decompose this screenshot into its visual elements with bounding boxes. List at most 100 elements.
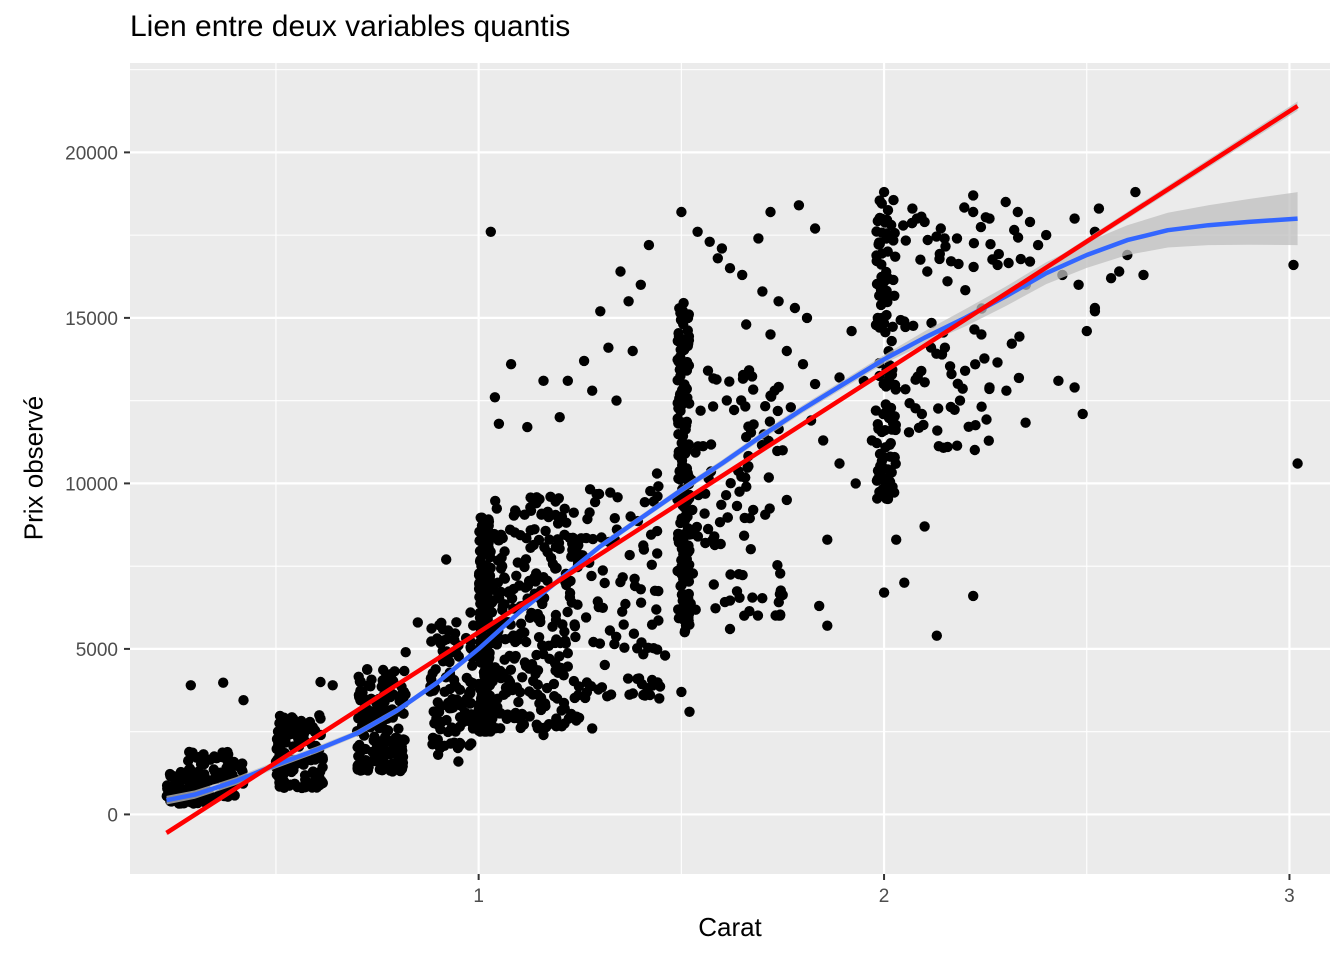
data-point bbox=[872, 419, 883, 430]
data-point bbox=[532, 679, 543, 690]
data-point bbox=[722, 512, 733, 523]
x-tick-label: 3 bbox=[1284, 886, 1295, 907]
data-point bbox=[568, 507, 579, 518]
data-point bbox=[555, 637, 566, 649]
data-point bbox=[882, 473, 893, 484]
data-point bbox=[770, 610, 781, 621]
data-point bbox=[569, 692, 580, 704]
data-point bbox=[542, 575, 553, 586]
data-point bbox=[397, 761, 408, 772]
data-point bbox=[306, 782, 318, 793]
data-point bbox=[513, 696, 524, 708]
data-point bbox=[386, 668, 397, 680]
data-point bbox=[552, 518, 564, 529]
data-point bbox=[949, 404, 960, 415]
data-point bbox=[521, 533, 532, 544]
data-point bbox=[183, 755, 194, 766]
data-point bbox=[692, 226, 703, 237]
data-point bbox=[529, 524, 540, 535]
data-point bbox=[531, 649, 542, 661]
data-point bbox=[307, 767, 319, 779]
data-point bbox=[382, 725, 393, 736]
data-point bbox=[716, 243, 728, 254]
data-point bbox=[1014, 331, 1025, 342]
data-point bbox=[645, 529, 657, 540]
data-point bbox=[672, 397, 683, 409]
data-point bbox=[764, 416, 776, 427]
data-point bbox=[644, 689, 656, 701]
data-point bbox=[919, 377, 930, 388]
data-point bbox=[716, 499, 727, 510]
data-point bbox=[1012, 206, 1023, 218]
data-point bbox=[552, 534, 563, 545]
data-point bbox=[769, 385, 780, 396]
x-tick-label: 1 bbox=[473, 886, 484, 907]
data-point bbox=[1069, 213, 1080, 224]
data-point bbox=[873, 239, 884, 250]
data-point bbox=[748, 504, 759, 516]
data-point bbox=[503, 586, 515, 597]
data-point bbox=[834, 372, 845, 383]
data-point bbox=[435, 701, 447, 712]
data-point bbox=[505, 359, 517, 370]
data-point bbox=[652, 677, 663, 688]
data-point bbox=[738, 530, 750, 541]
data-point bbox=[531, 568, 542, 579]
data-point bbox=[885, 451, 896, 462]
data-point bbox=[757, 593, 768, 604]
data-point bbox=[752, 610, 764, 621]
data-point bbox=[1114, 266, 1125, 277]
data-point bbox=[1001, 385, 1012, 396]
data-point bbox=[604, 625, 616, 636]
data-point bbox=[481, 540, 492, 552]
data-point bbox=[876, 198, 887, 209]
data-point bbox=[566, 597, 577, 608]
data-point bbox=[809, 378, 821, 390]
y-axis-label: Prix observé bbox=[18, 395, 49, 541]
data-point bbox=[931, 630, 942, 641]
data-point bbox=[363, 680, 374, 691]
data-point bbox=[475, 615, 486, 626]
data-point bbox=[360, 755, 371, 766]
data-point bbox=[846, 325, 857, 337]
data-point bbox=[1053, 375, 1064, 386]
data-point bbox=[757, 286, 768, 297]
data-point bbox=[890, 424, 901, 436]
data-point bbox=[635, 584, 646, 595]
data-point bbox=[237, 758, 248, 769]
data-point bbox=[922, 266, 933, 277]
data-point bbox=[465, 686, 476, 697]
y-tick-label: 0 bbox=[107, 805, 118, 826]
data-point bbox=[674, 364, 685, 375]
data-point bbox=[678, 297, 689, 309]
data-point bbox=[355, 685, 366, 696]
data-point bbox=[552, 667, 564, 678]
data-point bbox=[720, 490, 732, 501]
data-point bbox=[872, 493, 883, 504]
data-point bbox=[890, 251, 901, 262]
data-point bbox=[898, 220, 909, 231]
data-point bbox=[968, 261, 979, 273]
data-point bbox=[491, 503, 502, 514]
data-point bbox=[1006, 338, 1017, 349]
data-point bbox=[765, 206, 776, 218]
data-point bbox=[549, 691, 560, 702]
data-point bbox=[850, 478, 861, 489]
data-point bbox=[509, 653, 520, 664]
data-point bbox=[615, 266, 626, 277]
data-point bbox=[673, 446, 684, 457]
data-point bbox=[645, 485, 656, 497]
data-point bbox=[425, 673, 437, 684]
data-point bbox=[959, 365, 971, 376]
data-point bbox=[495, 531, 507, 543]
data-point bbox=[217, 747, 228, 758]
data-point bbox=[541, 682, 553, 694]
data-point bbox=[565, 575, 576, 587]
data-point bbox=[286, 766, 297, 778]
data-point bbox=[1013, 372, 1025, 384]
data-point bbox=[992, 259, 1003, 271]
data-point bbox=[185, 680, 196, 691]
data-point bbox=[1093, 203, 1105, 214]
data-point bbox=[886, 335, 897, 347]
